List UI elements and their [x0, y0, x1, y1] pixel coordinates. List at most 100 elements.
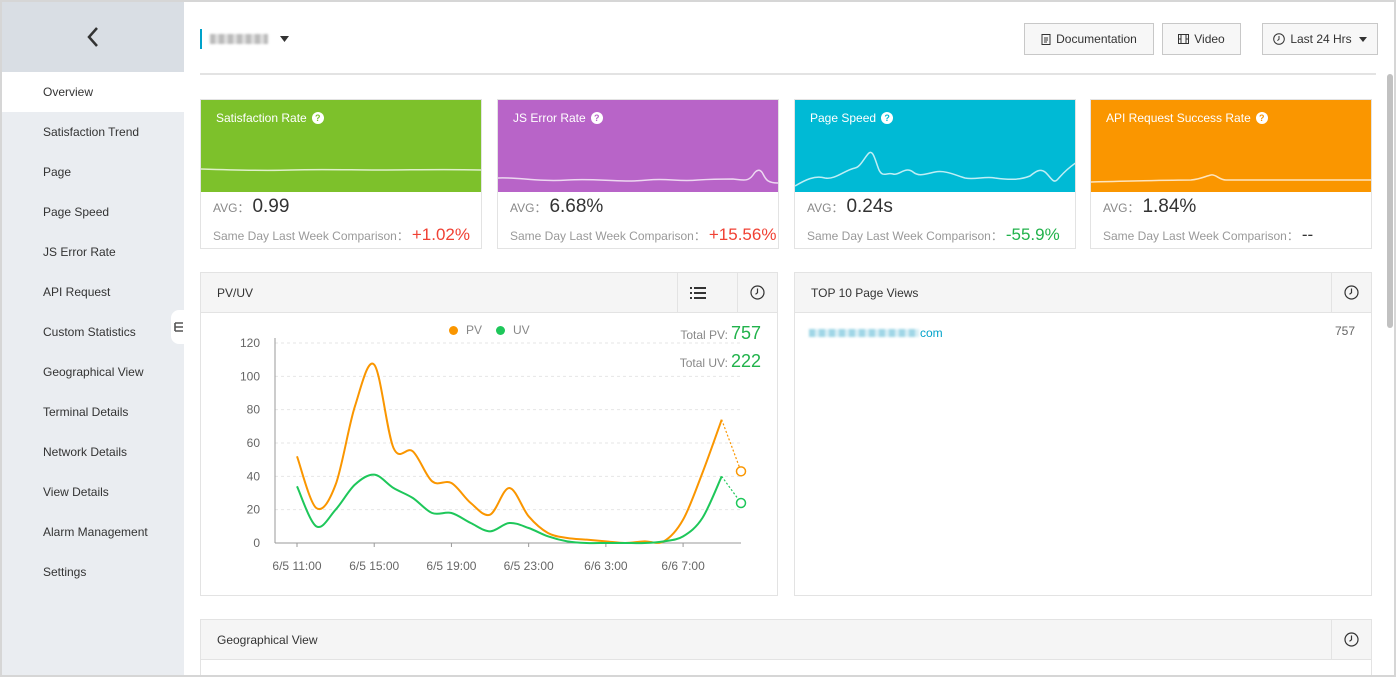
legend-label-pv: PV	[466, 323, 483, 337]
x-tick-label: 6/6 7:00	[661, 559, 705, 573]
metric-avg: AVG： 0.24s	[807, 196, 893, 220]
metric-title-text: API Request Success Rate	[1106, 111, 1251, 125]
list-view-button[interactable]	[677, 273, 717, 312]
app-selector[interactable]	[200, 29, 289, 49]
history-button[interactable]	[1331, 620, 1371, 659]
metric-title: API Request Success Rate?	[1106, 111, 1268, 125]
comparison-value: --	[1301, 225, 1314, 244]
avg-label: AVG：	[807, 201, 844, 215]
metric-title-text: Page Speed	[810, 111, 877, 125]
legend-item-pv[interactable]: PV	[449, 323, 482, 337]
help-icon[interactable]: ?	[590, 112, 603, 124]
sparkline	[498, 169, 778, 184]
pvuv-title: PV/UV	[217, 286, 254, 300]
main-content: Documentation Video Last 24 Hrs Satisfac…	[184, 2, 1394, 675]
help-icon[interactable]: ?	[881, 112, 894, 124]
history-button[interactable]	[737, 273, 777, 312]
metric-card-page-speed[interactable]: Page Speed? AVG： 0.24s Same Day Last Week C…	[794, 99, 1076, 249]
sidebar-item-alarm-management[interactable]: Alarm Management	[43, 525, 148, 539]
comparison-label: Same Day Last Week Comparison：	[1103, 229, 1299, 243]
x-tick-label: 6/5 11:00	[272, 559, 321, 573]
avg-label: AVG：	[1103, 201, 1140, 215]
metric-avg: AVG： 1.84%	[1103, 196, 1196, 220]
geo-panel-header: Geographical View	[201, 620, 1371, 660]
page-scrollbar[interactable]	[1387, 74, 1393, 328]
header-divider	[200, 73, 1376, 75]
series-dashed-segment-uv	[721, 475, 742, 504]
pvuv-panel-header: PV/UV	[201, 273, 777, 313]
sidebar-item-geographical-view[interactable]: Geographical View	[43, 365, 144, 379]
series-dashed-segment-pv	[721, 419, 742, 472]
sidebar-item-network-details[interactable]: Network Details	[43, 445, 128, 459]
help-icon[interactable]: ?	[1255, 112, 1268, 124]
collapse-sidebar-handle[interactable]	[171, 310, 187, 344]
sidebar-item-terminal-details[interactable]: Terminal Details	[43, 405, 129, 419]
video-button[interactable]: Video	[1162, 23, 1241, 55]
sidebar-item-js-error-rate[interactable]: JS Error Rate	[43, 245, 116, 259]
sidebar-item-settings[interactable]: Settings	[43, 565, 87, 579]
geo-panel: Geographical View	[200, 619, 1372, 675]
sidebar-item-page-speed[interactable]: Page Speed	[43, 205, 110, 219]
y-tick-label: 40	[247, 469, 261, 483]
clock-icon	[1344, 632, 1359, 647]
y-tick-label: 80	[247, 403, 261, 417]
documentation-label: Documentation	[1056, 32, 1137, 46]
sidebar-item-view-details[interactable]: View Details	[43, 485, 109, 499]
series-last-point-pv	[735, 466, 747, 477]
avg-value: 1.84%	[1142, 196, 1197, 217]
chart-legend: PV UV	[449, 323, 530, 337]
sidebar-item-page[interactable]: Page	[43, 165, 72, 179]
total-pv: Total PV: 757	[680, 323, 761, 344]
chevron-left-icon	[87, 27, 98, 47]
accent-bar	[200, 29, 202, 49]
sidebar-item-overview[interactable]: Overview	[2, 72, 184, 112]
top10-title: TOP 10 Page Views	[811, 286, 919, 300]
sidebar-nav: Overview Satisfaction Trend Page Page Speed…	[2, 72, 184, 592]
geo-title: Geographical View	[217, 633, 318, 647]
y-tick-label: 20	[247, 503, 261, 517]
sidebar-item-api-request[interactable]: API Request	[43, 285, 111, 299]
metric-card-js-error-rate[interactable]: JS Error Rate? AVG： 6.68% Same Day Last Wee…	[497, 99, 779, 249]
caret-down-icon	[280, 36, 289, 42]
clock-icon	[1344, 285, 1359, 300]
top-bar: Documentation Video Last 24 Hrs	[184, 2, 1394, 75]
metric-comparison: Same Day Last Week Comparison： --	[1103, 225, 1313, 245]
x-tick-label: 6/5 19:00	[426, 559, 476, 573]
comparison-label: Same Day Last Week Comparison：	[510, 229, 706, 243]
sidebar-item-custom-statistics[interactable]: Custom Statistics	[43, 325, 136, 339]
avg-label: AVG：	[213, 201, 250, 215]
total-uv-label: Total UV:	[679, 356, 728, 370]
documentation-button[interactable]: Documentation	[1024, 23, 1154, 55]
comparison-label: Same Day Last Week Comparison：	[213, 229, 409, 243]
metric-card-satisfaction-rate[interactable]: Satisfaction Rate? AVG： 0.99 Same Day Last …	[200, 99, 482, 249]
list-icon	[689, 286, 706, 299]
total-uv: Total UV: 222	[680, 351, 761, 372]
x-tick-label: 6/6 3:00	[584, 559, 628, 573]
series-line-uv	[296, 473, 723, 545]
metric-card-api-request-success-rate[interactable]: API Request Success Rate? AVG： 1.84% Same D…	[1090, 99, 1372, 249]
pvuv-panel: PV/UV PV UV Total PV: 757 Total UV: 222	[200, 272, 778, 596]
pvuv-line-chart: 0 20 40 60 80 100 120 6/5 11:00 6/5 15:00 6/5 19:…	[240, 336, 747, 573]
time-range-select[interactable]: Last 24 Hrs	[1262, 23, 1378, 55]
top10-panel-header: TOP 10 Page Views	[795, 273, 1371, 313]
metric-comparison: Same Day Last Week Comparison： +15.56%	[510, 225, 776, 245]
back-button[interactable]	[2, 2, 184, 72]
legend-dot-pv	[449, 325, 458, 335]
video-label: Video	[1194, 32, 1225, 46]
url-suffix: com	[920, 326, 943, 340]
top10-row-link[interactable]: com	[809, 326, 943, 340]
sidebar-item-satisfaction-trend[interactable]: Satisfaction Trend	[43, 125, 140, 139]
history-button[interactable]	[1331, 273, 1371, 312]
legend-item-uv[interactable]: UV	[496, 323, 530, 337]
sidebar: Overview Satisfaction Trend Page Page Speed…	[2, 2, 187, 675]
metric-title: JS Error Rate?	[513, 111, 603, 125]
avg-value: 0.99	[252, 196, 290, 217]
comparison-value: +15.56%	[708, 225, 777, 244]
help-icon[interactable]: ?	[311, 112, 324, 124]
metric-card-header: JS Error Rate?	[498, 100, 778, 192]
y-tick-label: 60	[247, 436, 261, 450]
total-pv-value: 757	[730, 323, 761, 343]
top10-row-views: 757	[1334, 324, 1355, 338]
metric-card-header: API Request Success Rate?	[1091, 100, 1371, 192]
